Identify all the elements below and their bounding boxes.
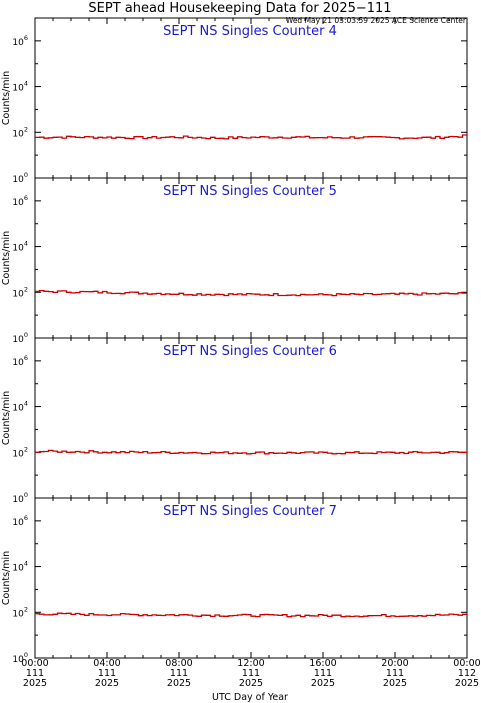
chart-panel: 100 102 104 106 SEPT NS Singles Counter 4 Cou… [1,17,468,185]
y-tick-label: 102 [12,125,28,139]
panels: 100 102 104 106 SEPT NS Singles Counter 4 Cou… [1,17,468,665]
y-tick-label: 100 [12,651,28,665]
series-line [35,134,467,140]
y-tick-label: 100 [12,491,28,505]
y-axis-label: Counts/min [1,71,12,125]
x-tick-time: 08:00 [165,658,192,669]
x-tick-day: 111 [314,668,332,679]
chart-panel: 100 102 104 106 SEPT NS Singles Counter 7 Cou… [1,497,468,665]
x-tick-time: 00:00 [453,658,480,669]
x-tick-year: 2025 [95,678,119,689]
x-tick-year: 2025 [167,678,191,689]
y-tick-label: 106 [12,194,28,208]
x-tick-time: 00:00 [21,658,48,669]
panel-title: SEPT NS Singles Counter 7 [163,504,337,519]
x-tick-day: 111 [26,668,44,679]
plot-frame [34,497,468,659]
x-axis-label: UTC Day of Year [212,692,288,703]
y-axis-label: Counts/min [1,231,12,285]
x-tick-year: 2025 [455,678,479,689]
x-tick-day: 111 [98,668,116,679]
series-line [35,449,467,455]
chart-panel: 100 102 104 106 SEPT NS Singles Counter 6 Cou… [1,337,468,505]
y-tick-label: 102 [12,605,28,619]
y-tick-label: 104 [12,400,28,414]
x-tick-time: 12:00 [237,658,264,669]
panel-title: SEPT NS Singles Counter 5 [163,184,337,199]
figure-title: SEPT ahead Housekeeping Data for 2025−11… [88,1,391,16]
x-tick-day: 111 [242,668,260,679]
y-tick-label: 102 [12,445,28,459]
y-tick-label: 102 [12,285,28,299]
timestamp: Wed May 21 03:03:59 2025 ACE Science Cen… [286,16,467,25]
x-tick-time: 04:00 [93,658,120,669]
x-tick-day: 112 [458,668,476,679]
y-tick-label: 100 [12,171,28,185]
y-tick-label: 106 [12,514,28,528]
chart-panel: 100 102 104 106 SEPT NS Singles Counter 5 Cou… [1,177,468,345]
plot-frame [34,177,468,339]
plot-frame [34,17,468,179]
x-tick-year: 2025 [23,678,47,689]
y-tick-label: 106 [12,34,28,48]
y-tick-label: 100 [12,331,28,345]
x-axis: 00:00111202504:00111202508:00111202512:0… [21,658,480,689]
x-tick-year: 2025 [311,678,335,689]
y-tick-label: 104 [12,560,28,574]
x-tick-year: 2025 [383,678,407,689]
x-tick-day: 111 [170,668,188,679]
x-tick-day: 111 [386,668,404,679]
y-axis-label: Counts/min [1,551,12,605]
y-tick-label: 104 [12,240,28,254]
panel-title: SEPT NS Singles Counter 6 [163,344,337,359]
series-line [35,612,467,618]
x-tick-time: 16:00 [309,658,336,669]
y-tick-label: 106 [12,354,28,368]
panel-title: SEPT NS Singles Counter 4 [163,24,337,39]
y-axis-label: Counts/min [1,391,12,445]
y-tick-label: 104 [12,80,28,94]
x-tick-year: 2025 [239,678,263,689]
x-tick-time: 20:00 [381,658,408,669]
plot-frame [34,337,468,499]
series-line [35,289,467,297]
